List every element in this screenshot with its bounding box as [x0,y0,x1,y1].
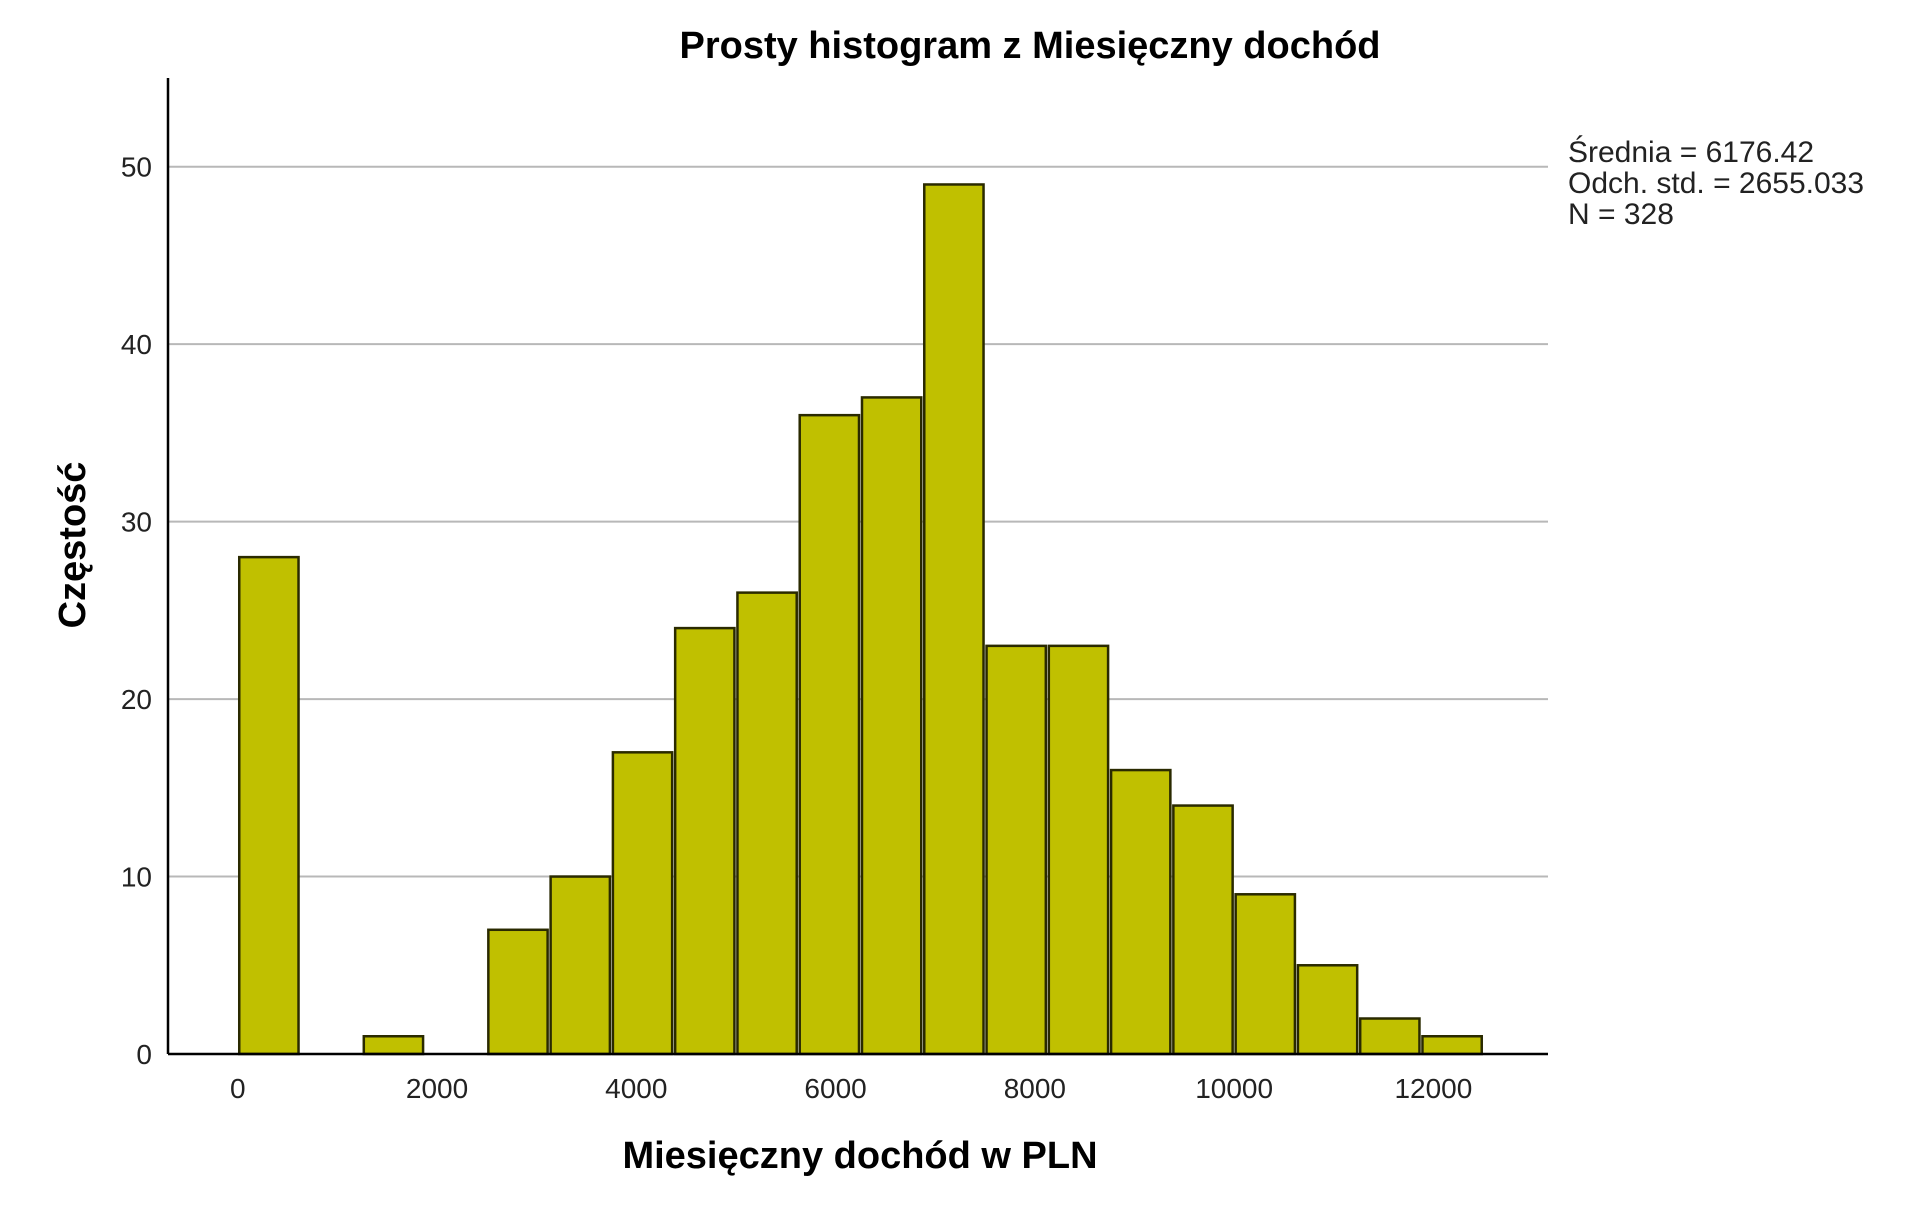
x-tick-label-8000: 8000 [1004,1073,1066,1104]
bar-3125 [549,875,612,1056]
bar-6875 [923,183,985,1056]
chart-title: Prosty histogram z Miesięczny dochód [679,25,1380,67]
stats-line-0: Średnia = 6176.42 [1568,135,1814,169]
x-tick-label-6000: 6000 [804,1073,866,1104]
bar-5625 [798,413,861,1056]
bar-11875 [1421,1035,1483,1056]
bar-4375 [673,626,736,1056]
bar-8125 [1047,644,1110,1056]
x-tick-label-12000: 12000 [1394,1073,1472,1104]
bar-11250 [1358,1017,1421,1056]
bar-8750 [1109,768,1172,1056]
x-tick-label-4000: 4000 [605,1073,667,1104]
x-tick-label-2000: 2000 [406,1073,468,1104]
bar-6250 [860,396,923,1056]
bar-0 [237,555,300,1056]
bar-1250 [362,1035,425,1056]
y-tick-labels: 0 10 20 30 40 50 [121,152,152,1070]
bar-10000 [1234,893,1297,1056]
bar-7500 [985,644,1048,1056]
x-tick-label-10000: 10000 [1195,1073,1273,1104]
bar-2500 [487,928,549,1056]
x-tick-labels: 0 2000 4000 6000 8000 10000 12000 [230,1073,1472,1104]
y-tick-label-0: 0 [136,1039,152,1070]
bars [237,183,1483,1056]
bar-3750 [611,751,674,1056]
y-tick-label-10: 10 [121,862,152,893]
bar-5000 [736,591,798,1056]
y-tick-label-40: 40 [121,329,152,360]
stats-line-2: N = 328 [1568,198,1674,231]
y-tick-label-50: 50 [121,152,152,183]
y-axis-title: Częstość [52,462,94,629]
bar-9375 [1172,804,1234,1056]
bar-10625 [1296,964,1359,1056]
stats-line-1: Odch. std. = 2655.033 [1568,167,1864,200]
y-tick-label-20: 20 [121,684,152,715]
x-axis-title: Miesięczny dochód w PLN [622,1135,1097,1177]
x-tick-label-0: 0 [230,1073,246,1104]
y-tick-label-30: 30 [121,507,152,538]
